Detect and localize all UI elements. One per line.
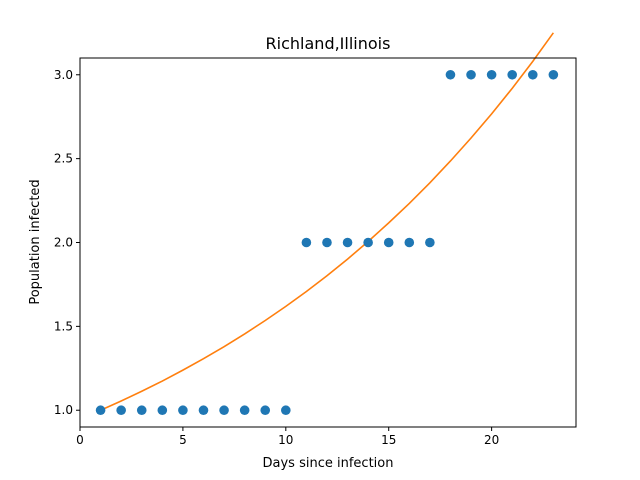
y-tick-label: 1.5	[54, 319, 73, 333]
data-point	[342, 237, 353, 248]
x-tick-label: 0	[76, 433, 84, 447]
data-point	[260, 405, 271, 416]
y-tick-label: 2.5	[54, 152, 73, 166]
x-tick-label: 15	[381, 433, 396, 447]
data-point	[95, 405, 106, 416]
data-point	[527, 69, 538, 80]
data-point	[486, 69, 497, 80]
data-point	[445, 69, 456, 80]
y-tick-label: 2.0	[54, 236, 73, 250]
data-point	[219, 405, 229, 416]
data-point	[466, 69, 476, 80]
data-point	[425, 237, 435, 248]
data-point	[507, 69, 517, 80]
data-point	[548, 69, 559, 80]
series-layer	[95, 32, 559, 416]
data-point	[383, 237, 394, 248]
fit-curve-line	[100, 32, 555, 411]
x-tick-label: 5	[179, 433, 187, 447]
ticks-layer: 0 5 10 15 20 1.0 1.5 2.0 2.5 3.0	[54, 68, 499, 447]
data-point	[136, 405, 147, 416]
x-tick-label: 20	[484, 433, 499, 447]
data-point	[404, 237, 415, 248]
data-point	[301, 237, 312, 248]
x-tick-label: 10	[278, 433, 293, 447]
data-point	[239, 405, 250, 416]
data-point	[157, 405, 168, 416]
data-point	[322, 237, 332, 248]
data-point	[178, 405, 188, 416]
y-tick-label: 3.0	[54, 68, 73, 82]
y-axis-label: Population infected	[28, 179, 43, 304]
plot-frame	[79, 57, 577, 428]
data-point	[198, 405, 209, 416]
y-tick-label: 1.0	[54, 403, 73, 417]
data-point	[116, 405, 126, 416]
x-axis-label: Days since infection	[263, 456, 394, 471]
data-point	[281, 405, 291, 416]
chart-title: Richland,Illinois	[266, 34, 391, 53]
data-point	[363, 237, 373, 248]
